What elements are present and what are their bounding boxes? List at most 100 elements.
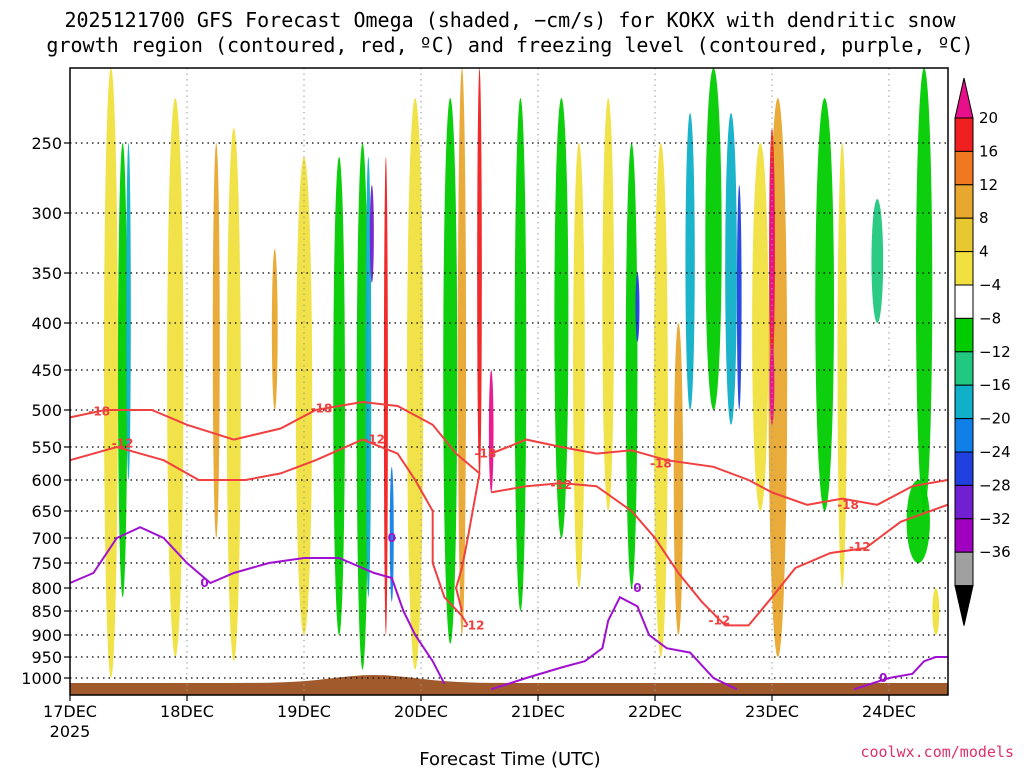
x-tick-label-20DEC: 20DEC	[394, 702, 448, 721]
colorbar-cell-7	[954, 351, 974, 386]
y-tick-label-950: 950	[31, 648, 62, 667]
omega-cell-5	[226, 128, 241, 662]
colorbar-cell-8	[954, 384, 974, 420]
contour-label-5-1: 0	[879, 671, 887, 685]
colorbar-label-7: −12	[979, 343, 1011, 361]
contour-6	[853, 656, 948, 691]
terrain-fill	[70, 675, 948, 695]
colorbar-label-2: 12	[979, 176, 998, 194]
y-tick-label-400: 400	[31, 314, 62, 333]
omega-cell-27	[685, 113, 695, 410]
contour-label-1-0: -12	[112, 436, 134, 450]
omega-cell-31	[752, 143, 769, 511]
y-tick-label-800: 800	[31, 579, 62, 598]
contour-1	[69, 438, 469, 626]
omega-cell-23	[625, 143, 638, 588]
omega-cell-3	[167, 98, 184, 657]
contours: -18 -18 -18 -12 -12 -12 -18 -18 -12 -12 -12 0 0 0 0	[69, 400, 948, 691]
omega-cell-30	[736, 185, 742, 410]
omega-cell-28	[705, 68, 722, 410]
grid-lines	[70, 68, 948, 695]
colorbar-label-8: −16	[979, 376, 1011, 394]
omega-cell-15	[443, 98, 458, 644]
omega-cell-20	[554, 98, 569, 538]
terrain	[70, 675, 948, 695]
omega-cell-8	[333, 157, 345, 635]
y-tick-label-550: 550	[31, 438, 62, 457]
omega-shading	[103, 68, 940, 678]
y-tick-label-500: 500	[31, 401, 62, 420]
omega-cell-7	[295, 157, 313, 635]
y-tick-label-650: 650	[31, 502, 62, 521]
colorbar-label-4: 4	[979, 243, 989, 261]
omega-cell-9	[356, 143, 369, 670]
colorbar: 20 16 12 8 4 −4 −8 −12 −16 −20 −24 −28 −32 −36	[954, 77, 1011, 626]
omega-cell-35	[769, 341, 775, 425]
omega-cell-1	[117, 143, 128, 598]
chart-title-line-1: 2025121700 GFS Forecast Omega (shaded, −…	[64, 8, 956, 32]
colorbar-cell-13	[954, 551, 974, 587]
colorbar-label-1: 16	[979, 142, 998, 160]
colorbar-cell-6	[954, 317, 974, 353]
y-axis: 250 300 350 400 450 500 550 600 650 700 750 800 850 9…	[21, 134, 70, 688]
x-tick-label-21DEC: 21DEC	[511, 702, 565, 721]
omega-cell-25	[653, 143, 668, 657]
plot-frame	[69, 67, 949, 696]
y-tick-label-600: 600	[31, 471, 62, 490]
contour-label-3-0: -12	[551, 478, 573, 492]
colorbar-cell-0	[954, 117, 974, 152]
x-tick-sublabel-17DEC: 2025	[50, 722, 91, 741]
omega-cell-34	[769, 157, 775, 342]
plot-area: -18 -18 -18 -12 -12 -12 -18 -18 -12 -12 -12 0 0 0 0	[69, 67, 949, 696]
y-tick-label-350: 350	[31, 264, 62, 283]
omega-cell-18	[488, 370, 494, 493]
contour-2	[490, 438, 948, 506]
contour-label-2-1: -18	[837, 498, 859, 512]
omega-cell-13	[389, 466, 394, 602]
contour-label-0-1: -18	[311, 401, 333, 415]
omega-cell-11	[369, 185, 374, 283]
x-tick-label-17DEC: 17DEC	[43, 702, 97, 721]
colorbar-label-10: −24	[979, 443, 1011, 461]
y-tick-label-750: 750	[31, 554, 62, 573]
colorbar-cell-10	[954, 451, 974, 486]
omega-cell-38	[871, 199, 884, 323]
omega-cell-21	[573, 143, 585, 588]
x-tick-label-24DEC: 24DEC	[862, 702, 916, 721]
omega-cell-41	[932, 588, 940, 635]
x-tick-label-22DEC: 22DEC	[628, 702, 682, 721]
colorbar-cell-9	[954, 418, 974, 453]
contour-0	[69, 400, 481, 612]
contour-label-1-1: -12	[363, 433, 385, 447]
contour-4	[69, 526, 446, 685]
omega-cell-24	[635, 273, 640, 342]
y-tick-label-300: 300	[31, 204, 62, 223]
omega-cell-37	[837, 143, 847, 588]
colorbar-cell-5	[954, 284, 974, 319]
contour-label-1-2: -12	[463, 618, 485, 632]
colorbar-label-12: −32	[979, 510, 1011, 528]
omega-cell-12	[383, 157, 388, 635]
y-tick-label-700: 700	[31, 529, 62, 548]
x-tick-label-23DEC: 23DEC	[745, 702, 799, 721]
chart-title-line-2: growth region (contoured, red, ºC) and f…	[46, 33, 973, 57]
y-tick-label-850: 850	[31, 602, 62, 621]
omega-cell-22	[602, 98, 615, 511]
omega-cell-6	[271, 249, 278, 410]
omega-cell-29	[725, 113, 737, 425]
colorbar-label-3: 8	[979, 209, 989, 227]
colorbar-label-9: −20	[979, 410, 1011, 428]
contour-label-4-1: 0	[388, 531, 396, 545]
omega-cell-2	[126, 143, 131, 480]
omega-cell-36	[815, 98, 835, 511]
colorbar-cell-3	[954, 217, 974, 253]
contour-label-4-0: 0	[200, 576, 208, 590]
colorbar-cell-4	[954, 251, 974, 286]
omega-cell-39	[915, 68, 933, 511]
y-tick-label-450: 450	[31, 361, 62, 380]
colorbar-cell-12	[954, 518, 974, 553]
y-tick-label-250: 250	[31, 134, 62, 153]
credit-text: coolwx.com/models	[860, 743, 1014, 761]
